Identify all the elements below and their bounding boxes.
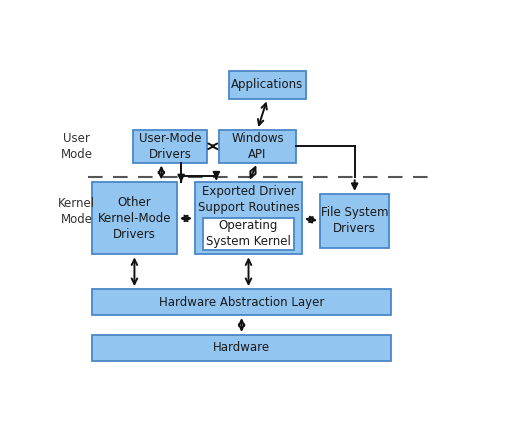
FancyBboxPatch shape <box>92 289 391 315</box>
Text: Applications: Applications <box>231 78 304 91</box>
FancyBboxPatch shape <box>203 219 294 250</box>
FancyBboxPatch shape <box>195 182 302 254</box>
Text: Kernel
Mode: Kernel Mode <box>58 197 95 226</box>
Text: User
Mode: User Mode <box>61 132 93 161</box>
Text: Windows
API: Windows API <box>231 132 284 161</box>
Text: User-Mode
Drivers: User-Mode Drivers <box>139 132 201 161</box>
Text: Hardware: Hardware <box>213 342 270 354</box>
FancyBboxPatch shape <box>219 130 296 163</box>
FancyBboxPatch shape <box>320 194 390 248</box>
Text: Hardware Abstraction Layer: Hardware Abstraction Layer <box>159 296 324 308</box>
Text: File System
Drivers: File System Drivers <box>321 206 389 236</box>
FancyBboxPatch shape <box>92 335 391 361</box>
Text: Exported Driver
Support Routines: Exported Driver Support Routines <box>198 185 300 214</box>
FancyBboxPatch shape <box>92 182 177 254</box>
Text: Operating
System Kernel: Operating System Kernel <box>206 219 291 248</box>
Text: Other
Kernel-Mode
Drivers: Other Kernel-Mode Drivers <box>98 196 171 241</box>
FancyBboxPatch shape <box>229 71 306 99</box>
FancyBboxPatch shape <box>134 130 207 163</box>
